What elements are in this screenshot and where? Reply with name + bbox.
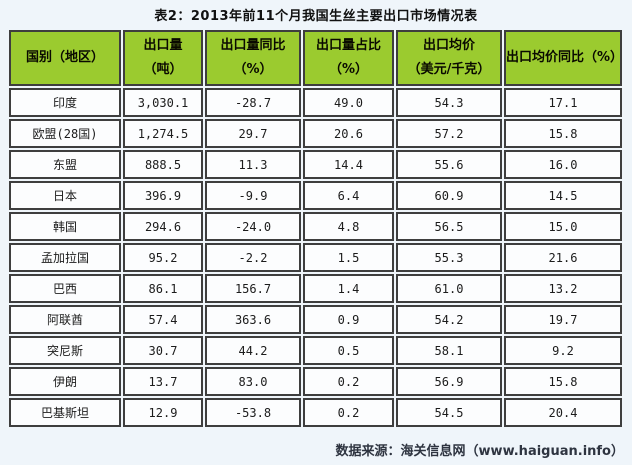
cell-volume_share: 0.5 bbox=[303, 336, 394, 365]
cell-volume_share: 14.4 bbox=[303, 150, 394, 179]
country-cell: 阿联酋 bbox=[9, 305, 121, 334]
cell-volume_share: 0.2 bbox=[303, 367, 394, 396]
cell-export_volume: 13.7 bbox=[123, 367, 203, 396]
header-line1: 出口量占比 bbox=[315, 38, 381, 53]
header-line1: 出口均价同比（%） bbox=[506, 50, 622, 65]
cell-price_yoy: 19.7 bbox=[504, 305, 622, 334]
column-header-avg_price: 出口均价 （美元/千克） bbox=[396, 30, 502, 86]
cell-price_yoy: 17.1 bbox=[504, 88, 622, 117]
cell-volume_share: 1.5 bbox=[303, 243, 394, 272]
cell-volume_yoy: -9.9 bbox=[205, 181, 301, 210]
country-cell: 突尼斯 bbox=[9, 336, 121, 365]
cell-price_yoy: 13.2 bbox=[504, 274, 622, 303]
country-cell: 日本 bbox=[9, 181, 121, 210]
cell-export_volume: 12.9 bbox=[123, 398, 203, 427]
data-source-note: 数据来源：海关信息网（www.haiguan.info） bbox=[335, 444, 624, 459]
column-header-country: 国别（地区） bbox=[9, 30, 121, 86]
cell-export_volume: 86.1 bbox=[123, 274, 203, 303]
cell-avg_price: 54.3 bbox=[396, 88, 502, 117]
table-row-东盟: 东盟 888.5 11.3 14.4 55.6 16.0 bbox=[9, 150, 622, 179]
cell-avg_price: 55.6 bbox=[396, 150, 502, 179]
header-line2: （美元/千克） bbox=[407, 62, 491, 77]
table-row-阿联酋: 阿联酋 57.4 363.6 0.9 54.2 19.7 bbox=[9, 305, 622, 334]
table-title: 表2：2013年前11个月我国生丝主要出口市场情况表 bbox=[154, 9, 478, 24]
cell-export_volume: 30.7 bbox=[123, 336, 203, 365]
cell-price_yoy: 15.0 bbox=[504, 212, 622, 241]
header-row: 国别（地区） 出口量 （吨） 出口量同比 （%） 出口量占比 （%） 出口均价 （美元/千克）出… bbox=[9, 30, 622, 86]
column-header-export_volume: 出口量 （吨） bbox=[123, 30, 203, 86]
header-line1: 出口量同比 bbox=[220, 38, 286, 53]
cell-export_volume: 294.6 bbox=[123, 212, 203, 241]
cell-volume_share: 4.8 bbox=[303, 212, 394, 241]
table-row-欧盟(28国): 欧盟(28国) 1,274.5 29.7 20.6 57.2 15.8 bbox=[9, 119, 622, 148]
header-line2: （吨） bbox=[143, 62, 183, 77]
cell-avg_price: 56.9 bbox=[396, 367, 502, 396]
cell-volume_yoy: 11.3 bbox=[205, 150, 301, 179]
cell-volume_share: 0.9 bbox=[303, 305, 394, 334]
cell-price_yoy: 15.8 bbox=[504, 367, 622, 396]
country-cell: 伊朗 bbox=[9, 367, 121, 396]
country-cell: 韩国 bbox=[9, 212, 121, 241]
table-row-巴基斯坦: 巴基斯坦 12.9 -53.8 0.2 54.5 20.4 bbox=[9, 398, 622, 427]
country-cell: 印度 bbox=[9, 88, 121, 117]
table-row-孟加拉国: 孟加拉国 95.2 -2.2 1.5 55.3 21.6 bbox=[9, 243, 622, 272]
cell-export_volume: 1,274.5 bbox=[123, 119, 203, 148]
column-header-price_yoy: 出口均价同比（%） bbox=[504, 30, 622, 86]
cell-volume_yoy: -28.7 bbox=[205, 88, 301, 117]
cell-export_volume: 3,030.1 bbox=[123, 88, 203, 117]
country-cell: 欧盟(28国) bbox=[9, 119, 121, 148]
header-line1: 出口均价 bbox=[422, 38, 475, 53]
country-cell: 巴基斯坦 bbox=[9, 398, 121, 427]
table-header-row: 国别（地区） 出口量 （吨） 出口量同比 （%） 出口量占比 （%） 出口均价 （美元/千克）出… bbox=[9, 30, 622, 86]
cell-volume_yoy: 156.7 bbox=[205, 274, 301, 303]
column-header-volume_yoy: 出口量同比 （%） bbox=[205, 30, 301, 86]
table-row-巴西: 巴西 86.1 156.7 1.4 61.0 13.2 bbox=[9, 274, 622, 303]
silk-export-market-table: 国别（地区） 出口量 （吨） 出口量同比 （%） 出口量占比 （%） 出口均价 （美元/千克）出… bbox=[7, 28, 624, 429]
cell-volume_yoy: 363.6 bbox=[205, 305, 301, 334]
cell-volume_yoy: -2.2 bbox=[205, 243, 301, 272]
cell-avg_price: 54.5 bbox=[396, 398, 502, 427]
country-cell: 孟加拉国 bbox=[9, 243, 121, 272]
cell-avg_price: 58.1 bbox=[396, 336, 502, 365]
cell-avg_price: 56.5 bbox=[396, 212, 502, 241]
header-line1: 出口量 bbox=[143, 38, 183, 53]
cell-export_volume: 57.4 bbox=[123, 305, 203, 334]
table-row-伊朗: 伊朗 13.7 83.0 0.2 56.9 15.8 bbox=[9, 367, 622, 396]
table-row-印度: 印度 3,030.1 -28.7 49.0 54.3 17.1 bbox=[9, 88, 622, 117]
cell-volume_share: 20.6 bbox=[303, 119, 394, 148]
cell-price_yoy: 14.5 bbox=[504, 181, 622, 210]
cell-volume_share: 1.4 bbox=[303, 274, 394, 303]
cell-volume_yoy: 44.2 bbox=[205, 336, 301, 365]
cell-avg_price: 54.2 bbox=[396, 305, 502, 334]
cell-volume_yoy: -24.0 bbox=[205, 212, 301, 241]
cell-price_yoy: 20.4 bbox=[504, 398, 622, 427]
cell-price_yoy: 15.8 bbox=[504, 119, 622, 148]
table-row-日本: 日本 396.9 -9.9 6.4 60.9 14.5 bbox=[9, 181, 622, 210]
column-header-volume_share: 出口量占比 （%） bbox=[303, 30, 394, 86]
country-cell: 东盟 bbox=[9, 150, 121, 179]
table-row-突尼斯: 突尼斯 30.7 44.2 0.5 58.1 9.2 bbox=[9, 336, 622, 365]
cell-avg_price: 57.2 bbox=[396, 119, 502, 148]
cell-avg_price: 61.0 bbox=[396, 274, 502, 303]
cell-volume_yoy: -53.8 bbox=[205, 398, 301, 427]
cell-volume_yoy: 83.0 bbox=[205, 367, 301, 396]
header-line1: 国别（地区） bbox=[25, 50, 104, 65]
cell-price_yoy: 16.0 bbox=[504, 150, 622, 179]
table-row-韩国: 韩国 294.6 -24.0 4.8 56.5 15.0 bbox=[9, 212, 622, 241]
cell-export_volume: 888.5 bbox=[123, 150, 203, 179]
cell-avg_price: 55.3 bbox=[396, 243, 502, 272]
cell-export_volume: 396.9 bbox=[123, 181, 203, 210]
cell-export_volume: 95.2 bbox=[123, 243, 203, 272]
cell-price_yoy: 21.6 bbox=[504, 243, 622, 272]
cell-avg_price: 60.9 bbox=[396, 181, 502, 210]
table-body: 印度 3,030.1 -28.7 49.0 54.3 17.1 欧盟(28国) 1,274.5… bbox=[9, 88, 622, 427]
cell-volume_share: 0.2 bbox=[303, 398, 394, 427]
cell-volume_share: 49.0 bbox=[303, 88, 394, 117]
header-line2: （%） bbox=[233, 62, 273, 77]
header-line2: （%） bbox=[328, 62, 369, 77]
country-cell: 巴西 bbox=[9, 274, 121, 303]
cell-price_yoy: 9.2 bbox=[504, 336, 622, 365]
cell-volume_share: 6.4 bbox=[303, 181, 394, 210]
cell-volume_yoy: 29.7 bbox=[205, 119, 301, 148]
